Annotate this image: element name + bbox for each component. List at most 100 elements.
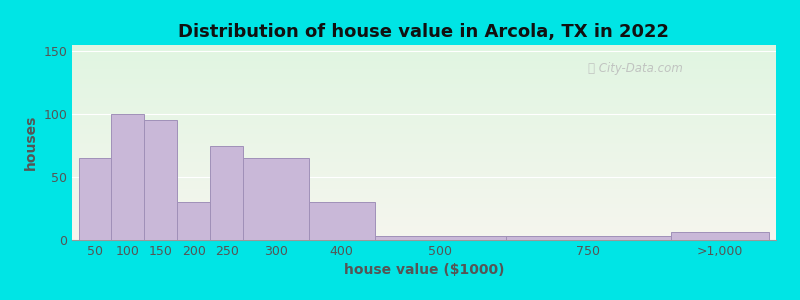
- Bar: [72, 46, 776, 47]
- Bar: [72, 148, 776, 149]
- Bar: [72, 114, 776, 115]
- Bar: [72, 60, 776, 61]
- Bar: [72, 199, 776, 200]
- Bar: [72, 122, 776, 123]
- Bar: [72, 207, 776, 208]
- Bar: [72, 187, 776, 188]
- Bar: [210, 146, 243, 240]
- Bar: [72, 163, 776, 164]
- Bar: [72, 217, 776, 218]
- Bar: [72, 87, 776, 88]
- Bar: [72, 186, 776, 187]
- Bar: [72, 95, 776, 96]
- Bar: [72, 225, 776, 226]
- Bar: [72, 48, 776, 49]
- Bar: [72, 74, 776, 75]
- Bar: [72, 195, 776, 196]
- Bar: [72, 86, 776, 87]
- Bar: [72, 77, 776, 78]
- Bar: [72, 171, 776, 172]
- Title: Distribution of house value in Arcola, TX in 2022: Distribution of house value in Arcola, T…: [178, 23, 670, 41]
- Bar: [72, 197, 776, 198]
- Bar: [72, 215, 776, 216]
- Bar: [72, 101, 776, 103]
- Bar: [72, 153, 776, 154]
- Bar: [72, 213, 776, 214]
- Bar: [72, 96, 776, 97]
- Bar: [72, 156, 776, 157]
- Bar: [72, 109, 776, 110]
- Bar: [72, 52, 776, 53]
- Bar: [72, 119, 776, 120]
- Bar: [72, 115, 776, 116]
- Bar: [72, 134, 776, 135]
- Bar: [72, 124, 776, 125]
- Bar: [72, 106, 776, 107]
- Bar: [374, 236, 506, 240]
- Bar: [72, 205, 776, 206]
- Bar: [72, 173, 776, 174]
- Bar: [72, 191, 776, 192]
- Bar: [72, 85, 776, 86]
- Bar: [72, 237, 776, 238]
- Bar: [72, 91, 776, 92]
- Bar: [72, 182, 776, 183]
- Bar: [72, 94, 776, 95]
- Bar: [72, 185, 776, 186]
- Bar: [72, 208, 776, 209]
- Bar: [72, 177, 776, 178]
- Bar: [72, 88, 776, 89]
- Bar: [72, 47, 776, 48]
- Bar: [72, 66, 776, 68]
- Bar: [72, 107, 776, 108]
- Bar: [72, 70, 776, 71]
- Bar: [72, 223, 776, 224]
- Bar: [72, 90, 776, 91]
- Bar: [72, 79, 776, 80]
- Bar: [72, 184, 776, 185]
- Bar: [506, 236, 670, 240]
- Bar: [72, 121, 776, 122]
- Bar: [72, 69, 776, 70]
- Bar: [72, 83, 776, 84]
- Bar: [72, 73, 776, 74]
- Bar: [72, 100, 776, 101]
- Bar: [72, 211, 776, 212]
- Bar: [72, 97, 776, 98]
- Bar: [72, 59, 776, 60]
- Bar: [72, 232, 776, 233]
- Bar: [72, 147, 776, 148]
- Bar: [72, 204, 776, 205]
- Bar: [72, 82, 776, 83]
- Bar: [72, 190, 776, 191]
- Bar: [72, 189, 776, 190]
- Bar: [72, 233, 776, 234]
- Bar: [72, 178, 776, 179]
- Bar: [72, 126, 776, 127]
- Bar: [72, 152, 776, 153]
- Bar: [72, 50, 776, 51]
- Bar: [72, 113, 776, 114]
- Bar: [72, 206, 776, 207]
- Bar: [72, 117, 776, 118]
- Bar: [72, 116, 776, 117]
- Bar: [72, 234, 776, 235]
- Bar: [72, 174, 776, 175]
- Bar: [72, 55, 776, 56]
- Bar: [72, 112, 776, 113]
- Bar: [72, 105, 776, 106]
- Bar: [72, 139, 776, 140]
- Bar: [72, 129, 776, 130]
- Bar: [72, 198, 776, 199]
- Bar: [72, 224, 776, 225]
- Bar: [72, 132, 776, 133]
- Bar: [72, 165, 776, 166]
- Bar: [72, 125, 776, 126]
- Bar: [72, 188, 776, 189]
- Bar: [72, 53, 776, 54]
- Bar: [72, 111, 776, 112]
- Bar: [72, 210, 776, 211]
- Bar: [72, 201, 776, 202]
- Bar: [72, 65, 776, 66]
- Bar: [78, 158, 111, 240]
